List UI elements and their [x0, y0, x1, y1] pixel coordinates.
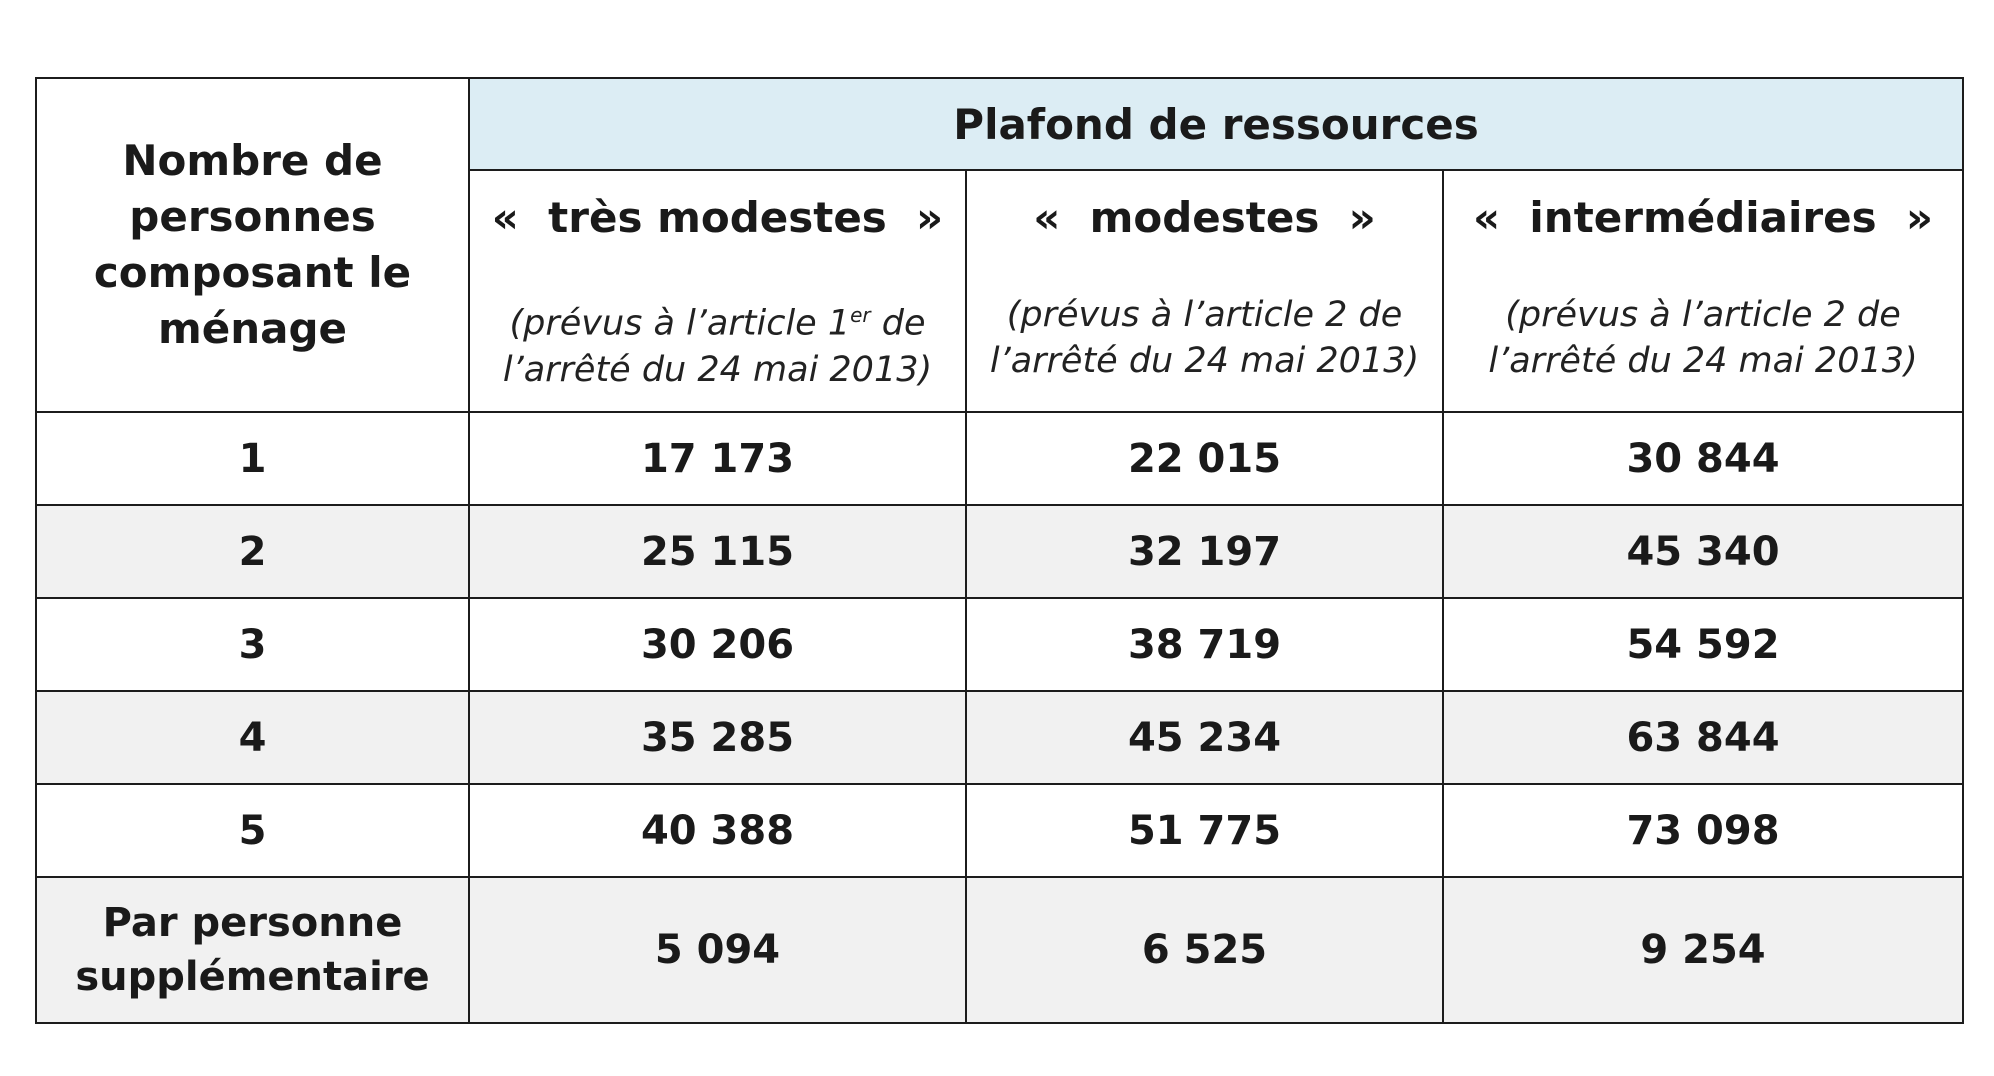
value-cell: 54 592 — [1441, 597, 1965, 692]
category-name: « très modestes » — [491, 193, 944, 242]
value-cell: 38 719 — [965, 597, 1444, 692]
category-header-very-modest: « très modestes » (prévus à l’article 1e… — [468, 169, 967, 413]
table-row: 4 35 285 45 234 63 844 — [35, 690, 1965, 785]
value-cell: 40 388 — [468, 783, 967, 878]
value-cell: 9 254 — [1441, 876, 1965, 1024]
category-header-intermediate: « intermédiaires » (prévus à l’article 2… — [1441, 169, 1965, 413]
value-cell: 5 094 — [468, 876, 967, 1024]
row-label: 4 — [35, 690, 470, 785]
household-size-header: Nombre de personnes composant le ménage — [35, 77, 470, 413]
value-cell: 51 775 — [965, 783, 1444, 878]
value-cell: 63 844 — [1441, 690, 1965, 785]
value-cell: 17 173 — [468, 411, 967, 506]
value-cell: 45 340 — [1441, 504, 1965, 599]
category-name: « intermédiaires » — [1473, 193, 1933, 242]
table-row: 1 17 173 22 015 30 844 — [35, 411, 1965, 506]
table-row: 2 25 115 32 197 45 340 — [35, 504, 1965, 599]
category-note: (prévus à l’article 1er de l’arrêté du 2… — [502, 303, 933, 390]
value-cell: 22 015 — [965, 411, 1444, 506]
row-label: 2 — [35, 504, 470, 599]
category-name: « modestes » — [1033, 193, 1376, 242]
row-label: 5 — [35, 783, 470, 878]
income-ceiling-header: Plafond de ressources — [467, 77, 1965, 171]
value-cell: 73 098 — [1441, 783, 1965, 878]
row-label: 1 — [35, 411, 470, 506]
value-cell: 45 234 — [965, 690, 1444, 785]
category-note: (prévus à l’article 2 de l’arrêté du 24 … — [989, 295, 1420, 381]
value-cell: 25 115 — [468, 504, 967, 599]
table-row: Par personne supplémentaire 5 094 6 525 … — [35, 876, 1965, 1024]
value-cell: 30 206 — [468, 597, 967, 692]
income-ceiling-table: Nombre de personnes composant le ménage … — [35, 77, 1965, 1024]
value-cell: 30 844 — [1441, 411, 1965, 506]
row-label: Par personne supplémentaire — [35, 876, 470, 1024]
category-note: (prévus à l’article 2 de l’arrêté du 24 … — [1488, 295, 1918, 381]
table-row: 3 30 206 38 719 54 592 — [35, 597, 1965, 692]
value-cell: 35 285 — [468, 690, 967, 785]
category-header-modest: « modestes » (prévus à l’article 2 de l’… — [965, 169, 1444, 413]
value-cell: 6 525 — [965, 876, 1444, 1024]
value-cell: 32 197 — [965, 504, 1444, 599]
table-row: 5 40 388 51 775 73 098 — [35, 783, 1965, 878]
row-label: 3 — [35, 597, 470, 692]
